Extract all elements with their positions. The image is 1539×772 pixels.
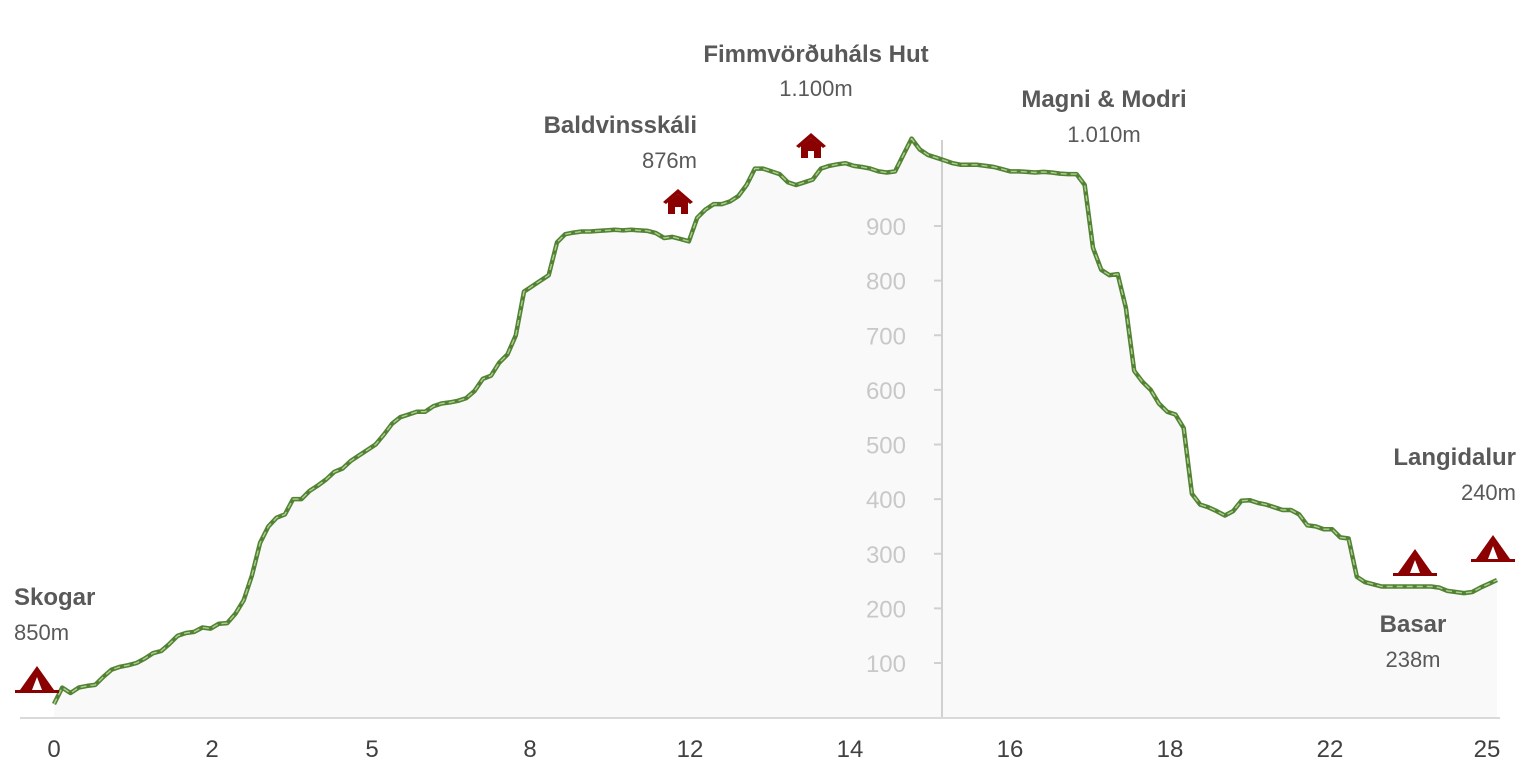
y-tick-label: 200: [866, 596, 906, 623]
annotation-basar: Basar 238m: [1380, 549, 1447, 672]
annotation-elevation: 1.010m: [1067, 122, 1140, 147]
tent-icon: [15, 666, 59, 693]
y-tick-label: 300: [866, 542, 906, 569]
x-tick-label: 22: [1317, 736, 1344, 763]
annotation-name: Magni & Modri: [1021, 86, 1186, 113]
tent-icon: [1471, 535, 1515, 562]
y-axis: 100 200 300 400 500 600 700 800 900: [866, 140, 943, 718]
x-tick-label: 8: [523, 736, 536, 763]
annotation-elevation: 1.100m: [779, 76, 852, 101]
x-tick-label: 12: [677, 736, 704, 763]
annotation-baldvinssk-li: Baldvinsskáli 876m: [544, 112, 697, 214]
y-tick-label: 400: [866, 487, 906, 514]
annotation-name: Skogar: [14, 584, 95, 611]
y-tick-label: 500: [866, 433, 906, 460]
x-tick-label: 18: [1157, 736, 1184, 763]
hut-icon: [796, 133, 826, 158]
annotation-elevation: 240m: [1461, 480, 1516, 505]
annotation-langidalur: Langidalur 240m: [1393, 444, 1516, 562]
x-axis-ticks: 0 2 5 8 12 14 16 18 22 25: [47, 736, 1500, 763]
x-tick-label: 2: [205, 736, 218, 763]
annotation-name: Langidalur: [1393, 444, 1516, 471]
annotations: Skogar850mBaldvinsskáli876mFimmvörðuháls…: [14, 41, 1516, 693]
x-tick-label: 14: [837, 736, 864, 763]
y-tick-label: 800: [866, 269, 906, 296]
x-tick-label: 5: [365, 736, 378, 763]
annotation-name: Fimmvörðuháls Hut: [703, 41, 928, 68]
y-tick-label: 100: [866, 651, 906, 678]
annotation-name: Basar: [1380, 611, 1447, 638]
x-tick-label: 16: [997, 736, 1024, 763]
elevation-area-fill: [54, 138, 1497, 719]
annotation-skogar: Skogar 850m: [14, 584, 95, 693]
hut-icon: [663, 189, 693, 214]
y-tick-label: 700: [866, 323, 906, 350]
annotation-elevation: 876m: [642, 148, 697, 173]
y-tick-label: 600: [866, 378, 906, 405]
elevation-line-highlight: [53, 137, 1498, 705]
y-tick-label: 900: [866, 214, 906, 241]
annotation-magni-modri: Magni & Modri 1.010m: [1021, 86, 1186, 147]
tent-icon: [1393, 549, 1437, 576]
x-tick-label: 25: [1474, 736, 1501, 763]
annotation-name: Baldvinsskáli: [544, 112, 697, 139]
annotation-fimmv-r-uh-ls-hut: Fimmvörðuháls Hut 1.100m: [703, 41, 929, 158]
annotation-elevation: 850m: [14, 620, 69, 645]
annotation-elevation: 238m: [1385, 647, 1440, 672]
x-tick-label: 0: [47, 736, 60, 763]
